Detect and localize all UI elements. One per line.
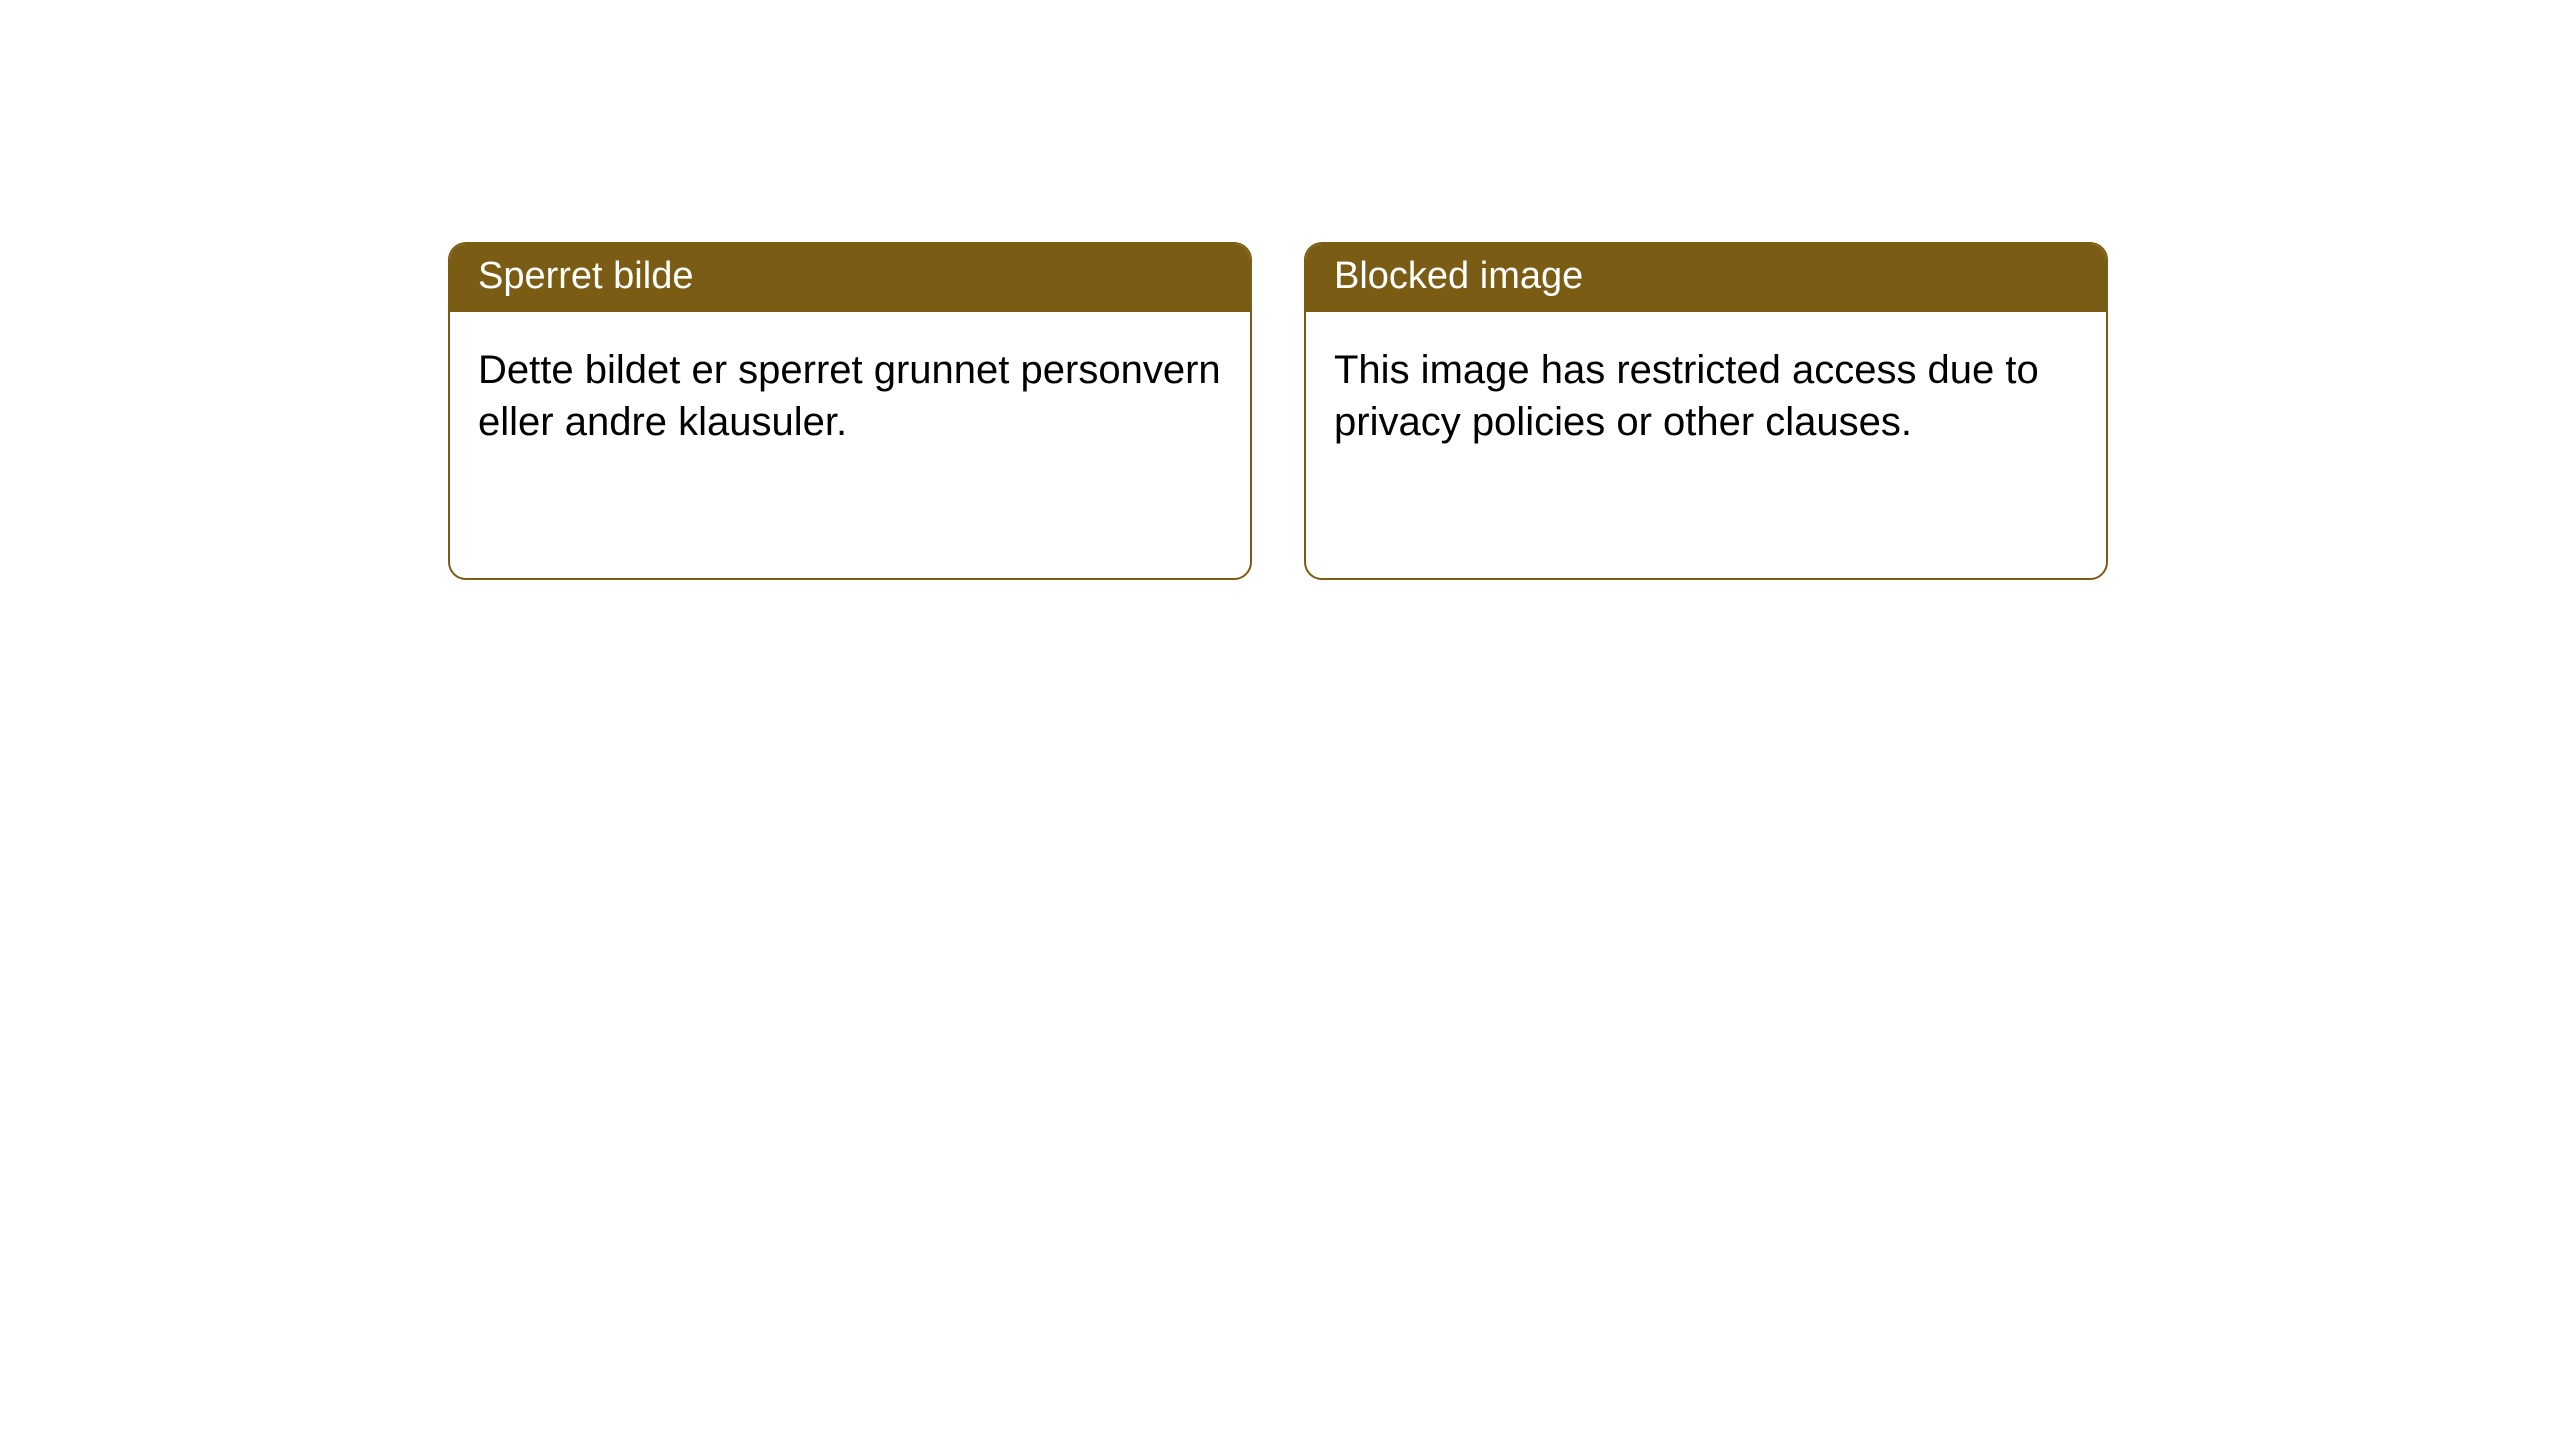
card-body: This image has restricted access due to … (1306, 312, 2106, 480)
card-header: Blocked image (1306, 244, 2106, 312)
card-header: Sperret bilde (450, 244, 1250, 312)
cards-container: Sperret bilde Dette bildet er sperret gr… (0, 0, 2560, 580)
card-title: Blocked image (1334, 255, 1583, 297)
card-title: Sperret bilde (478, 255, 693, 297)
card-body-text: Dette bildet er sperret grunnet personve… (478, 348, 1221, 444)
blocked-image-card-english: Blocked image This image has restricted … (1304, 242, 2108, 580)
card-body: Dette bildet er sperret grunnet personve… (450, 312, 1250, 480)
card-body-text: This image has restricted access due to … (1334, 348, 2039, 444)
blocked-image-card-norwegian: Sperret bilde Dette bildet er sperret gr… (448, 242, 1252, 580)
